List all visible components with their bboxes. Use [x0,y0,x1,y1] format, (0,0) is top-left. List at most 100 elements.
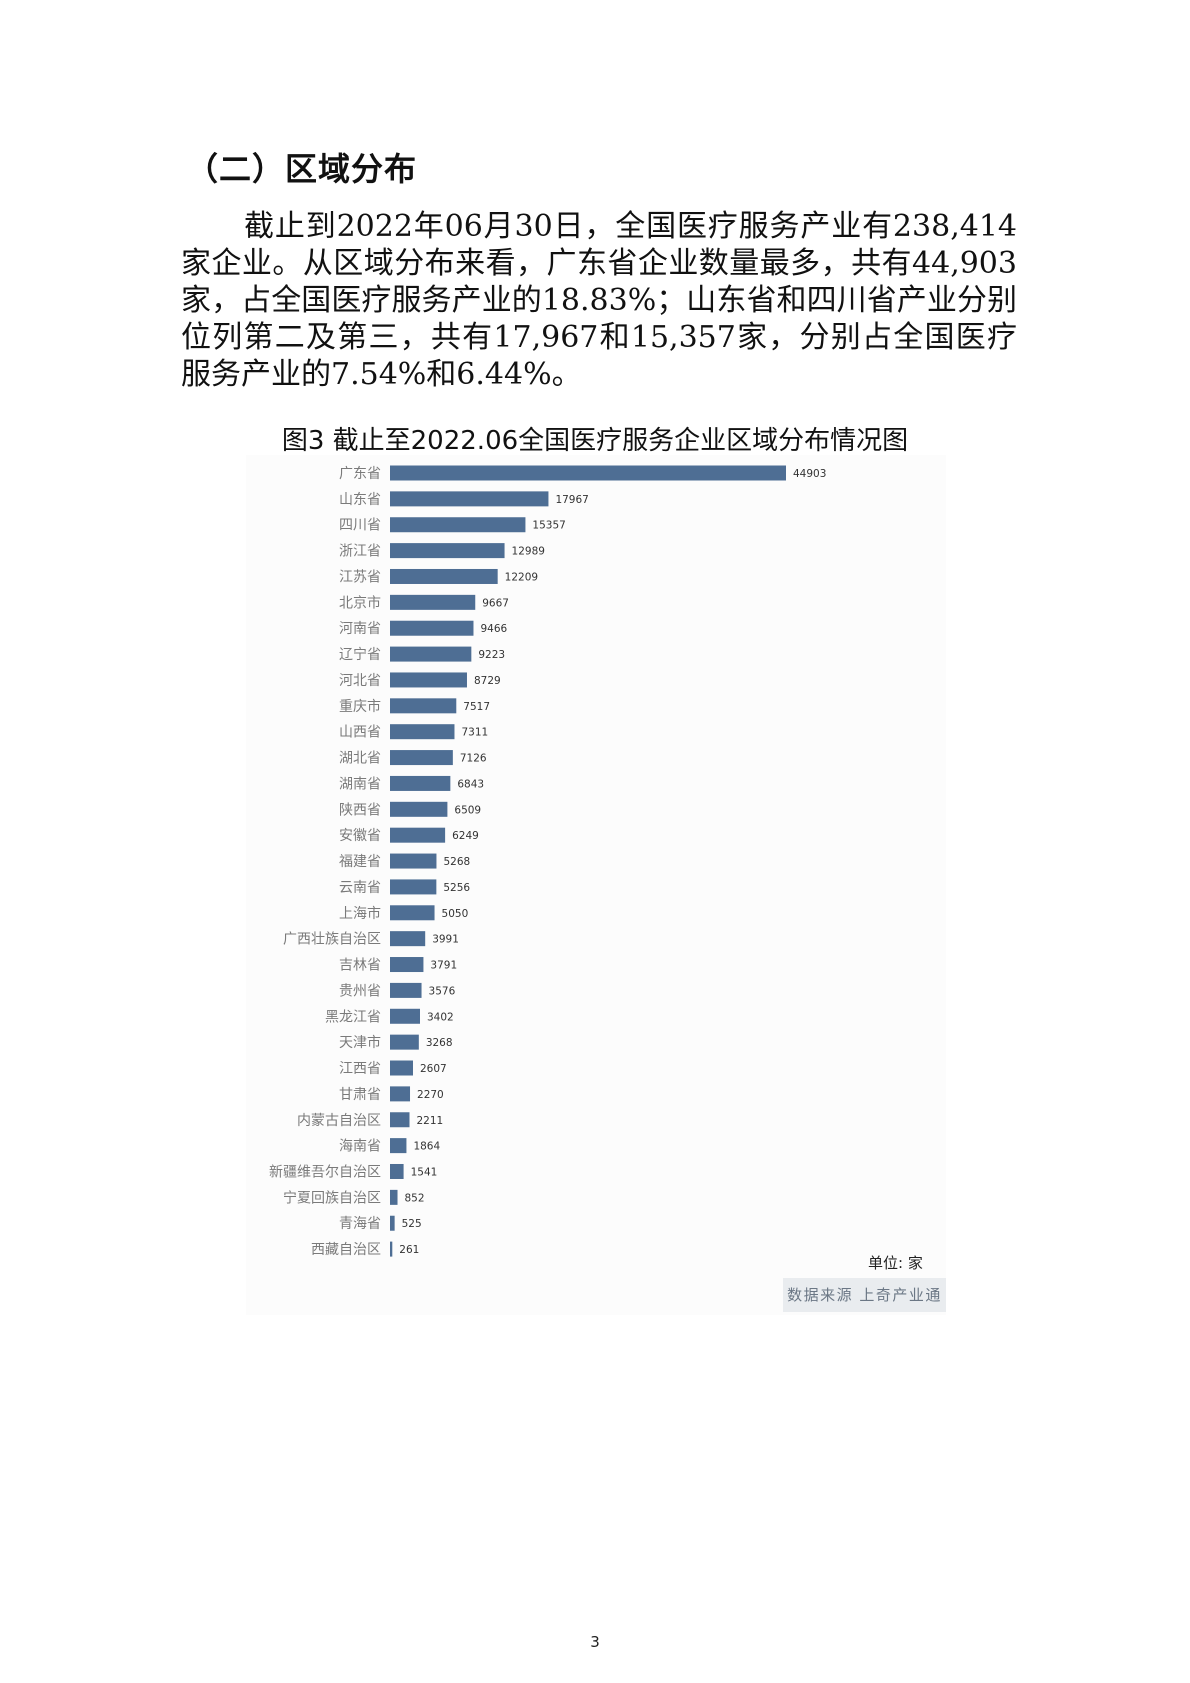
value-label: 2211 [416,1115,443,1127]
value-label: 3402 [427,1011,454,1023]
category-label: 山东省 [339,492,381,508]
value-label: 9223 [478,649,505,661]
value-label: 5050 [442,908,469,920]
category-label: 云南省 [339,880,381,896]
value-label: 6843 [457,778,484,790]
page-number: 3 [590,1633,600,1651]
bar [390,543,505,559]
bar [390,1189,398,1205]
value-label: 8729 [474,675,501,687]
category-label: 甘肃省 [339,1087,381,1103]
category-label: 河北省 [339,673,381,689]
bar [390,853,437,869]
bar [390,905,435,921]
category-label: 辽宁省 [339,646,381,663]
value-label: 3991 [432,934,459,946]
bar [390,982,422,998]
category-label: 湖南省 [339,776,381,792]
value-label: 12989 [512,546,545,558]
value-label: 7311 [461,727,488,739]
value-label: 1864 [413,1141,440,1153]
value-label: 6509 [454,804,481,816]
category-label: 海南省 [339,1139,381,1155]
value-label: 3268 [426,1037,453,1049]
bar [390,750,453,766]
bar [390,672,467,688]
figure-caption: 图3 截止至2022.06全国医疗服务企业区域分布情况图 [281,426,909,456]
bar [390,1112,410,1128]
value-label: 7517 [463,701,490,713]
category-label: 广西壮族自治区 [283,932,381,948]
value-label: 17967 [555,494,588,506]
category-label: 天津市 [339,1034,381,1051]
category-label: 宁夏回族自治区 [283,1189,381,1206]
source-note: 数据来源 上奇产业通 [783,1278,946,1312]
value-label: 15357 [532,520,565,532]
value-label: 3791 [430,960,457,972]
bar [390,1163,404,1179]
bar [390,1060,413,1076]
bar-chart: 广东省 44903 山东省 17967 四川省 15357 浙江省 12989 江苏省 12209… [269,465,826,1258]
bar [390,827,446,843]
value-label: 2270 [417,1089,444,1101]
unit-note: 单位: 家 [868,1254,923,1272]
value-label: 9466 [480,623,507,635]
value-label: 5256 [443,882,470,894]
bar [390,724,455,740]
category-label: 吉林省 [339,958,381,974]
bar [390,594,476,610]
category-label: 广东省 [339,466,381,482]
category-label: 山西省 [339,725,381,741]
value-label: 1541 [411,1166,438,1178]
category-label: 西藏自治区 [311,1242,381,1258]
value-label: 3576 [429,985,456,997]
bar [390,957,424,973]
bar [390,646,472,662]
bar [390,491,549,507]
section-paragraph: 截止到2022年06月30日，全国医疗服务产业有238,414家企业。从区域分布… [181,209,1017,392]
category-label: 福建省 [339,854,381,870]
value-label: 525 [402,1218,422,1230]
category-label: 青海省 [339,1216,381,1232]
value-label: 2607 [420,1063,447,1075]
bar [390,775,451,791]
bar-chart-container: 广东省 44903 山东省 17967 四川省 15357 浙江省 12989 江苏省 12209… [246,455,946,1315]
category-label: 上海市 [339,905,381,922]
bar [390,1215,395,1231]
category-label: 北京市 [339,594,381,611]
value-label: 44903 [793,468,826,480]
category-label: 湖北省 [339,751,381,767]
category-label: 贵州省 [339,983,381,999]
category-label: 新疆维吾尔自治区 [269,1164,381,1180]
category-label: 重庆市 [339,698,381,715]
category-label: 四川省 [339,518,381,534]
bar [390,1008,421,1024]
value-label: 9667 [482,597,509,609]
bar [390,1241,393,1257]
value-label: 261 [399,1244,419,1256]
category-label: 浙江省 [339,544,381,560]
bar [390,879,437,895]
value-label: 852 [405,1192,425,1204]
section-heading: （二）区域分布 [186,150,418,188]
category-label: 黑龙江省 [325,1009,381,1025]
category-label: 江西省 [339,1061,381,1077]
category-label: 河南省 [339,621,381,637]
bar [390,698,457,714]
bar [390,801,448,817]
bar [390,465,786,481]
bar [390,568,498,584]
category-label: 安徽省 [339,828,381,844]
value-label: 7126 [460,753,487,765]
bar [390,1138,407,1154]
value-label: 6249 [452,830,479,842]
value-label: 12209 [505,571,538,583]
bar [390,931,426,947]
value-label: 5268 [443,856,470,868]
category-label: 内蒙古自治区 [297,1113,381,1129]
bar [390,1086,411,1102]
bar [390,620,474,636]
category-label: 江苏省 [339,569,381,585]
bar [390,1034,419,1050]
category-label: 陕西省 [339,802,381,818]
